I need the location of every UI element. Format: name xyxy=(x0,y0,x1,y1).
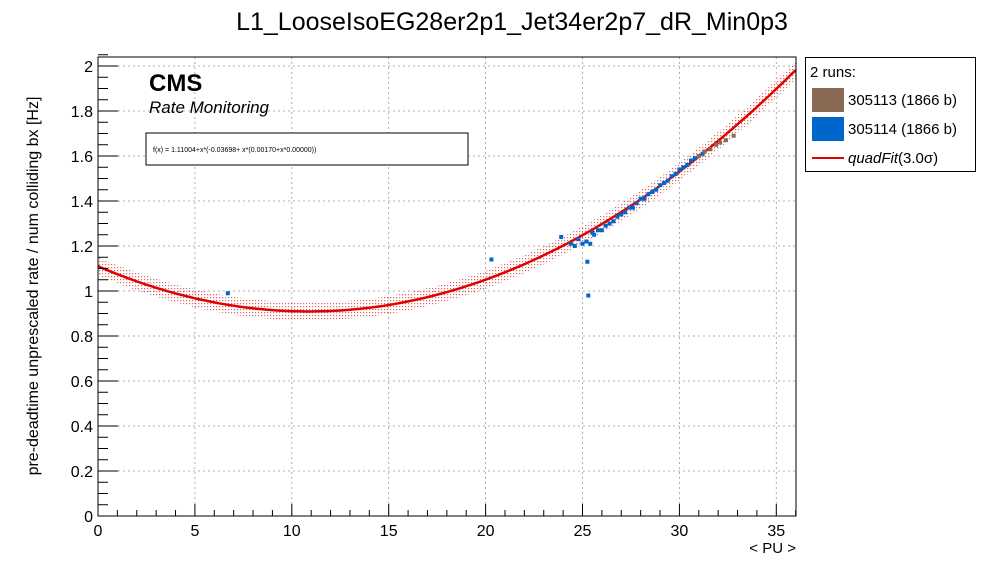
y-tick-label: 1.6 xyxy=(71,149,93,166)
legend-label-305113: 305113 (1866 b) xyxy=(848,92,957,109)
y-axis-label: pre-deadtime unprescaled rate / num coll… xyxy=(25,97,42,476)
point-305113 xyxy=(731,133,736,138)
point-305114 xyxy=(611,219,616,224)
point-305114 xyxy=(596,228,601,233)
fit-formula-box xyxy=(145,132,469,166)
y-tick-label: 1.2 xyxy=(71,239,93,256)
point-305114 xyxy=(576,237,581,242)
point-305114 xyxy=(590,230,595,235)
point-305114 xyxy=(619,212,624,217)
point-305114 xyxy=(603,223,608,228)
x-tick-label: 30 xyxy=(671,523,689,540)
point-305114 xyxy=(669,174,674,179)
legend-label-quadfit-name: quadFit xyxy=(848,150,899,167)
y-tick-label: 0.2 xyxy=(71,464,93,481)
axes: 0 5 10 15 20 25 30 35 0 0.2 0.4 0.6 0.8 1 1.2 1.4 1.6 1.8… xyxy=(71,54,797,540)
legend-label-quadfit-sigma: (3.0σ) xyxy=(898,150,939,167)
x-tick-label: 10 xyxy=(283,523,301,540)
point-305113 xyxy=(708,147,713,152)
point-305114 xyxy=(700,151,705,156)
x-tick-label: 35 xyxy=(767,523,785,540)
cms-label: CMS xyxy=(149,70,202,97)
point-305114 xyxy=(689,158,694,163)
data-points xyxy=(225,133,736,298)
point-305114 xyxy=(681,165,686,170)
point-305114 xyxy=(658,183,663,188)
point-305114 xyxy=(646,192,651,197)
point-305114 xyxy=(588,241,593,246)
point-305114 xyxy=(599,228,604,233)
y-tick-label: 1.8 xyxy=(71,104,93,121)
point-305114 xyxy=(580,241,585,246)
point-305114 xyxy=(225,291,230,296)
legend-label-quadfit: quadFit(3.0σ) xyxy=(848,150,938,167)
point-305114 xyxy=(627,205,632,210)
point-305113 xyxy=(718,140,723,145)
point-305114 xyxy=(592,232,597,237)
y-tick-label: 1.4 xyxy=(71,194,93,211)
point-305114 xyxy=(673,172,678,176)
point-305113 xyxy=(696,154,701,158)
point-305114 xyxy=(634,201,639,206)
point-305114 xyxy=(586,293,591,298)
point-305114 xyxy=(572,244,577,248)
point-305114 xyxy=(559,235,564,239)
chart-title: L1_LooseIsoEG28er2p1_Jet34er2p7_dR_Min0p… xyxy=(236,8,788,36)
fit-line xyxy=(97,69,797,313)
fit-formula: f(x) = 1.11004+x*(-0.03698+ x*(0.00170+x… xyxy=(153,147,316,154)
y-tick-label: 0.8 xyxy=(71,329,93,346)
rate-monitoring-label: Rate Monitoring xyxy=(149,98,270,117)
y-tick-label: 0.4 xyxy=(71,419,93,436)
x-axis-label: < PU > xyxy=(749,540,796,557)
legend-swatch-305113 xyxy=(812,88,844,112)
x-tick-label: 0 xyxy=(94,523,103,540)
point-305114 xyxy=(489,257,494,262)
x-tick-label: 5 xyxy=(190,523,199,540)
x-tick-label: 20 xyxy=(477,523,495,540)
legend-entry-quadfit: quadFit(3.0σ) xyxy=(812,146,977,172)
point-305114 xyxy=(638,196,643,201)
point-305114 xyxy=(630,205,635,210)
legend-entry-305114: 305114 (1866 b) xyxy=(812,117,977,143)
point-305114 xyxy=(692,156,697,161)
point-305113 xyxy=(702,149,707,154)
legend-label-305114: 305114 (1866 b) xyxy=(848,121,957,138)
legend: 2 runs: 305113 (1866 b) 305114 (1866 b) … xyxy=(805,57,976,172)
y-tick-label: 0 xyxy=(84,509,93,526)
legend-line-quadfit xyxy=(812,157,844,159)
fit-curve xyxy=(97,69,797,313)
point-305114 xyxy=(623,210,628,215)
y-tick-label: 1 xyxy=(84,284,93,301)
point-305114 xyxy=(654,187,659,192)
y-tick-label: 2 xyxy=(84,59,93,76)
legend-entry-305113: 305113 (1866 b) xyxy=(812,88,977,114)
point-305114 xyxy=(677,167,682,172)
point-305114 xyxy=(607,221,612,226)
point-305114 xyxy=(642,196,647,201)
point-305114 xyxy=(615,214,620,219)
point-305114 xyxy=(568,241,573,246)
point-305113 xyxy=(723,138,728,143)
point-305113 xyxy=(714,142,719,147)
point-305114 xyxy=(650,190,655,194)
point-305114 xyxy=(665,178,670,183)
y-tick-label: 0.6 xyxy=(71,374,93,391)
point-305114 xyxy=(685,163,690,167)
legend-header: 2 runs: xyxy=(810,64,856,81)
point-305114 xyxy=(585,259,590,264)
point-305114 xyxy=(584,239,589,244)
x-tick-label: 15 xyxy=(380,523,398,540)
x-tick-label: 25 xyxy=(574,523,592,540)
point-305114 xyxy=(661,181,666,185)
legend-swatch-305114 xyxy=(812,117,844,141)
